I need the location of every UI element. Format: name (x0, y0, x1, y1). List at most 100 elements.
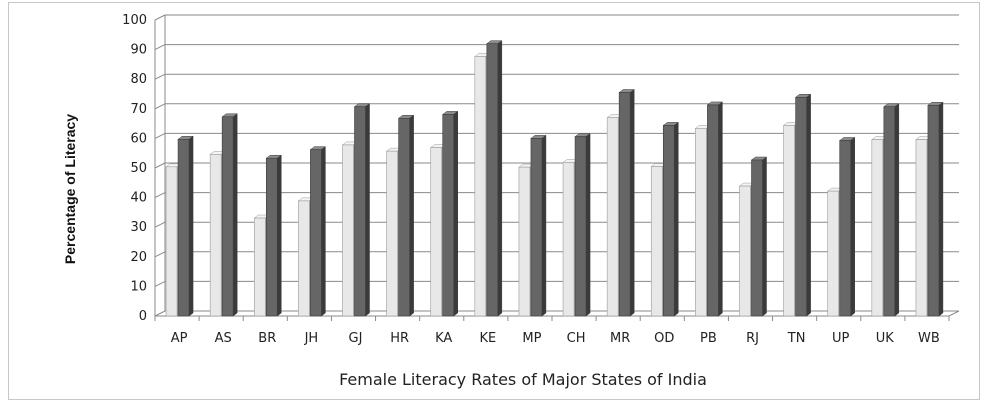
x-tick-label: WB (918, 331, 940, 346)
bar (827, 190, 840, 317)
bar (751, 159, 763, 317)
x-tick-label: KA (435, 331, 452, 346)
bar (474, 56, 487, 317)
bar (707, 104, 719, 317)
y-tick-label: 50 (130, 161, 147, 176)
x-tick-label: TN (787, 331, 806, 346)
bar (883, 106, 896, 317)
bar (618, 92, 631, 317)
bar-side (188, 135, 194, 317)
y-tick-label: 30 (130, 220, 147, 235)
x-axis-label: Female Literacy Rates of Major States of… (339, 370, 707, 389)
x-tick-label: PB (700, 331, 717, 346)
gridline-connector (154, 251, 166, 258)
bar (530, 138, 543, 317)
y-tick-label: 40 (130, 191, 147, 206)
bar-side (894, 103, 900, 317)
x-tick-label: AP (171, 331, 188, 346)
x-tick-label: UP (832, 331, 850, 346)
bar (253, 217, 266, 317)
bar-side (321, 146, 326, 317)
bar (342, 144, 354, 317)
bar (839, 140, 852, 317)
x-tick-label: RJ (746, 331, 759, 346)
x-tick-label: BR (258, 331, 276, 346)
grid-lines (154, 14, 959, 317)
chart-frame: 0 10 20 30 40 50 60 70 80 90 100 AP AS BR JH GJ HR KA KE M… (8, 2, 980, 400)
bar-side (497, 40, 503, 317)
axes (154, 15, 960, 321)
x-tick-label: MR (610, 331, 630, 346)
bar-side (585, 133, 591, 317)
bar (783, 125, 795, 317)
y-tick-labels: 0 10 20 30 40 50 60 70 80 90 100 (122, 13, 147, 324)
bar (739, 185, 751, 317)
bar (265, 157, 278, 317)
x-tick-label: MP (522, 331, 541, 346)
literacy-bar-chart: 0 10 20 30 40 50 60 70 80 90 100 AP AS BR JH GJ HR KA KE M… (62, 13, 960, 389)
bar-side (718, 101, 723, 317)
bar (574, 136, 587, 317)
x-tick-label: AS (215, 331, 232, 346)
bar (927, 104, 940, 317)
x-tick-label: UK (876, 331, 895, 346)
gridline-connector (154, 14, 166, 21)
bar (221, 116, 234, 317)
bar-side (629, 89, 635, 317)
x-tick-label: GJ (349, 331, 363, 346)
bar (298, 200, 310, 317)
bar (518, 166, 531, 317)
bar-side (938, 101, 944, 317)
bar (795, 96, 807, 317)
x-tick-label: KE (479, 331, 496, 346)
bar-side (232, 113, 238, 317)
y-tick-label: 0 (139, 309, 147, 324)
bar-side (453, 110, 458, 317)
gridline-connector (154, 310, 166, 317)
bar (398, 117, 410, 317)
bar (486, 43, 499, 317)
bar (606, 117, 619, 317)
bar-side (365, 103, 370, 317)
floor-edge (948, 310, 960, 317)
gridline-connector (154, 44, 166, 51)
gridline-connector (154, 192, 166, 199)
bar (165, 166, 178, 317)
bar (354, 106, 366, 317)
gridline-connector (154, 162, 166, 169)
bar (430, 147, 443, 317)
bar-side (674, 121, 679, 317)
bars (165, 40, 944, 317)
bar (871, 139, 884, 317)
bar (915, 139, 928, 317)
bar-side (762, 156, 767, 317)
bar (662, 125, 675, 317)
bar-side (850, 136, 855, 317)
y-tick-label: 20 (130, 250, 147, 265)
bar (177, 138, 190, 317)
y-tick-label: 100 (122, 13, 147, 28)
x-tick-labels: AP AS BR JH GJ HR KA KE MP CH MR OD PB RJ TN UP UK WB (171, 331, 940, 346)
x-tick-label: JH (304, 331, 319, 346)
bar-side (806, 93, 811, 317)
bar (650, 166, 663, 317)
bar (310, 149, 322, 317)
bar (386, 150, 398, 317)
bar (695, 128, 707, 317)
y-tick-label: 60 (130, 131, 147, 146)
gridline-connector (154, 73, 166, 80)
gridline-connector (154, 132, 166, 139)
y-tick-label: 90 (130, 43, 147, 58)
bar (442, 114, 455, 317)
bar-side (277, 154, 282, 317)
x-tick-label: HR (390, 331, 409, 346)
bar-side (409, 114, 414, 317)
gridline-connector (154, 221, 166, 228)
x-tick-label: CH (567, 331, 586, 346)
y-axis-label: Percentage of Literacy (62, 114, 78, 264)
bar (562, 162, 575, 317)
bar-side (541, 134, 547, 317)
gridline-connector (154, 280, 166, 287)
x-tick-label: OD (654, 331, 674, 346)
y-tick-label: 80 (130, 72, 147, 87)
